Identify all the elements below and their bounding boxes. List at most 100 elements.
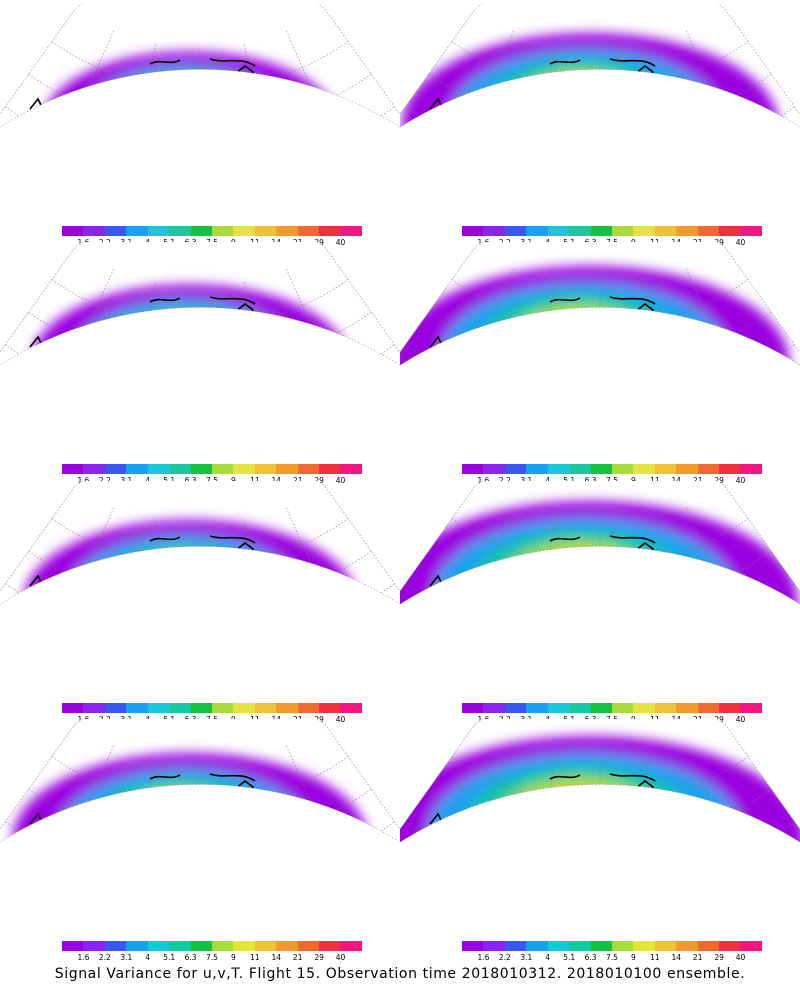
colorbar-segment (319, 464, 341, 474)
colorbar-segment (611, 941, 634, 951)
variance-map (0, 481, 400, 617)
colorbar (62, 464, 362, 474)
colorbar-segment (340, 941, 362, 951)
map-panel: 2018010312 + 36h1.62.23.145.16.37.591114… (0, 719, 400, 962)
colorbar (462, 464, 762, 474)
colorbar-tick-label: 5.1 (163, 953, 176, 962)
colorbar-segment (190, 703, 212, 713)
colorbar-segment (190, 226, 212, 236)
colorbar-segment (676, 703, 698, 713)
colorbar-segment (147, 941, 170, 951)
colorbar-segment (483, 941, 505, 951)
colorbar-segment (740, 941, 762, 951)
colorbar-segment (462, 464, 484, 474)
colorbar-segment (104, 703, 127, 713)
colorbar-tick-label: 3.1 (520, 953, 533, 962)
colorbar-segment (340, 464, 362, 474)
colorbar-tick-label: 2.2 (98, 953, 111, 962)
colorbar-tick-label: 6.3 (184, 953, 197, 962)
colorbar-segment (319, 703, 341, 713)
colorbar-tick-label: 29 (714, 953, 724, 962)
colorbar-tick-label: 14 (271, 953, 282, 962)
colorbar-segment (104, 941, 127, 951)
colorbar-segment (83, 226, 105, 236)
colorbar-segment (83, 703, 105, 713)
colorbar-segment (504, 464, 527, 474)
colorbar-segment (211, 941, 234, 951)
colorbar-tick-label: 21 (292, 953, 303, 962)
colorbar-tick-label: 29 (714, 238, 724, 247)
colorbar-tick-label: 9 (231, 953, 236, 962)
colorbar-segment (276, 226, 298, 236)
colorbar-segment (126, 464, 148, 474)
colorbar (462, 226, 762, 236)
colorbar-segment (719, 226, 741, 236)
colorbar-ticks: 1.6 2.2 3.1 4 5.1 6.3 7.5 9 11 14 21 29 40 (62, 953, 362, 963)
colorbar-tick-label: 40 (335, 238, 346, 247)
colorbar-segment (190, 464, 212, 474)
colorbar-segment (526, 941, 548, 951)
colorbar-tick-label: 7.5 (606, 953, 618, 962)
colorbar-segment (483, 226, 505, 236)
colorbar-tick-label: 29 (314, 238, 324, 247)
colorbar-segment (569, 941, 591, 951)
colorbar-tick-label: 1.6 (77, 953, 90, 962)
colorbar-segment (569, 464, 591, 474)
colorbar (462, 941, 762, 951)
colorbar-segment (569, 226, 591, 236)
colorbar-segment (233, 703, 255, 713)
colorbar-segment (233, 464, 255, 474)
colorbar-tick-label: 2.2 (498, 953, 511, 962)
colorbar-tick-label: 40 (335, 953, 346, 962)
colorbar-segment (611, 703, 634, 713)
map-panel: 2018010312 + 00h1.62.23.145.16.37.591114… (0, 4, 400, 247)
colorbar-segment (169, 226, 191, 236)
colorbar-segment (719, 464, 741, 474)
colorbar-segment (104, 226, 127, 236)
colorbar-segment (547, 703, 570, 713)
colorbar-segment (83, 941, 105, 951)
colorbar (462, 703, 762, 713)
colorbar-segment (276, 941, 298, 951)
map-panel: 2018010312 + 84h1.62.23.145.16.37.591114… (400, 719, 800, 962)
colorbar-tick-label: 9 (631, 953, 636, 962)
colorbar-segment (211, 226, 234, 236)
colorbar-segment (126, 941, 148, 951)
colorbar-tick-label: 40 (735, 476, 746, 485)
colorbar-tick-label: 29 (314, 953, 324, 962)
colorbar-segment (740, 464, 762, 474)
colorbar-segment (504, 703, 527, 713)
colorbar-segment (190, 941, 212, 951)
colorbar-segment (676, 464, 698, 474)
colorbar-segment (297, 941, 320, 951)
colorbar-segment (590, 464, 612, 474)
colorbar-tick-label: 21 (692, 953, 703, 962)
colorbar (62, 703, 362, 713)
variance-map (400, 719, 800, 855)
map-panel: 2018010312 + 60h1.62.23.145.16.37.591114… (400, 242, 800, 485)
colorbar-segment (697, 703, 720, 713)
colorbar-tick-label: 29 (314, 476, 324, 485)
colorbar-segment (633, 703, 655, 713)
colorbar-segment (276, 464, 298, 474)
colorbar (62, 226, 362, 236)
colorbar-segment (62, 703, 84, 713)
colorbar-segment (297, 464, 320, 474)
colorbar-segment (147, 464, 170, 474)
colorbar-segment (676, 226, 698, 236)
colorbar-segment (462, 226, 484, 236)
variance-map (0, 4, 400, 140)
colorbar-tick-label: 29 (714, 476, 724, 485)
colorbar-tick-label: 4 (145, 953, 151, 962)
colorbar-segment (233, 226, 255, 236)
colorbar-segment (62, 226, 84, 236)
colorbar-segment (504, 941, 527, 951)
colorbar-segment (254, 464, 277, 474)
colorbar-segment (147, 703, 170, 713)
colorbar-tick-label: 29 (314, 715, 324, 724)
colorbar-segment (254, 226, 277, 236)
colorbar-segment (590, 703, 612, 713)
colorbar-segment (654, 703, 677, 713)
colorbar-segment (547, 464, 570, 474)
colorbar-segment (654, 941, 677, 951)
